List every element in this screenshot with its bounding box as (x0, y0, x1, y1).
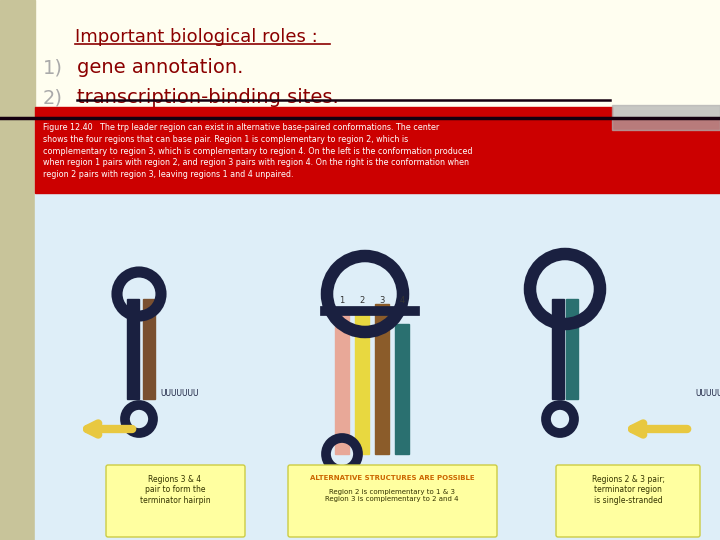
Text: 1: 1 (339, 296, 345, 305)
Text: 2): 2) (42, 88, 63, 107)
Bar (35, 118, 720, 193)
Text: Regions 3 & 4
pair to form the
terminator hairpin: Regions 3 & 4 pair to form the terminato… (140, 475, 210, 505)
Text: Figure 12.40   The trp leader region can exist in alternative base-paired confor: Figure 12.40 The trp leader region can e… (42, 123, 472, 179)
Text: Region 2 is complementary to 1 & 3
Region 3 is complementary to 2 and 4: Region 2 is complementary to 1 & 3 Regio… (325, 489, 459, 502)
Text: ALTERNATIVE STRUCTURES ARE POSSIBLE: ALTERNATIVE STRUCTURES ARE POSSIBLE (310, 475, 474, 481)
FancyBboxPatch shape (288, 465, 497, 537)
Bar (0, 0, 35, 540)
Bar (395, 324, 409, 454)
Bar (375, 304, 389, 454)
Bar (566, 299, 578, 399)
Bar (35, 118, 720, 540)
Text: 3: 3 (379, 296, 384, 305)
FancyBboxPatch shape (556, 465, 700, 537)
Text: Important biological roles :: Important biological roles : (75, 28, 318, 46)
Bar (552, 299, 564, 399)
FancyBboxPatch shape (106, 465, 245, 537)
Text: gene annotation.: gene annotation. (76, 58, 243, 77)
Bar (35, 107, 612, 119)
Text: transcription-binding sites.: transcription-binding sites. (76, 88, 338, 107)
Text: Regions 2 & 3 pair;
terminator region
is single-stranded: Regions 2 & 3 pair; terminator region is… (592, 475, 665, 505)
Text: 2: 2 (359, 296, 364, 305)
Bar (612, 105, 720, 130)
Bar (127, 299, 139, 399)
Text: 1): 1) (42, 58, 63, 77)
Bar (143, 299, 155, 399)
Bar (335, 314, 349, 454)
Text: UUUUUUU: UUUUUUU (160, 389, 199, 399)
Bar (355, 314, 369, 454)
Text: UUUUUUU: UUUUUUU (695, 389, 720, 399)
Text: 4: 4 (400, 296, 405, 305)
